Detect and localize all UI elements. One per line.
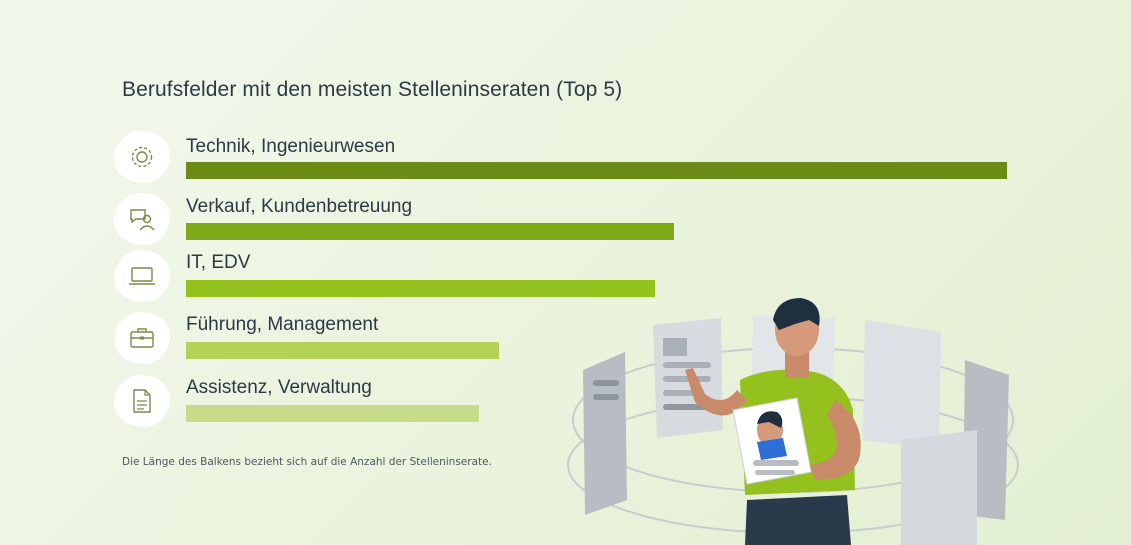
chart-title: Berufsfelder mit den meisten Stelleninse…	[122, 78, 623, 101]
briefcase-icon	[114, 312, 170, 364]
bar	[186, 342, 499, 359]
chart-row: Verkauf, Kundenbetreuung	[0, 190, 1131, 250]
chart-row: Führung, Management	[0, 309, 1131, 369]
bar	[186, 405, 480, 422]
bar	[186, 223, 675, 240]
category-label: Führung, Management	[186, 314, 379, 335]
bar	[186, 280, 655, 297]
category-label: Verkauf, Kundenbetreuung	[186, 196, 413, 217]
chat-person-icon	[114, 193, 170, 245]
category-label: Assistenz, Verwaltung	[186, 377, 372, 398]
chart-row: Assistenz, Verwaltung	[0, 372, 1131, 432]
document-icon	[114, 375, 170, 427]
chart-row: IT, EDV	[0, 247, 1131, 307]
chart-footnote: Die Länge des Balkens bezieht sich auf d…	[122, 456, 492, 468]
bar	[186, 162, 1007, 179]
person-with-documents-illustration	[567, 298, 1019, 545]
chart-row: Technik, Ingenieurwesen	[0, 128, 1131, 188]
category-label: IT, EDV	[186, 252, 251, 273]
gear-icon	[114, 131, 170, 183]
category-label: Technik, Ingenieurwesen	[186, 136, 396, 157]
laptop-icon	[114, 250, 170, 302]
